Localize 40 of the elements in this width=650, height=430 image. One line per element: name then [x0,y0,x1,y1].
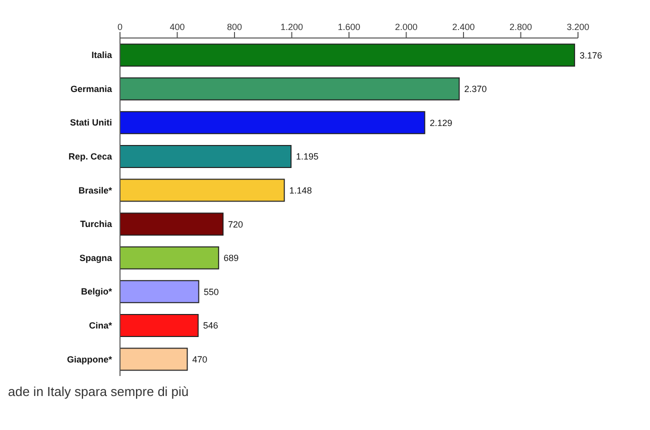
data-label: 2.370 [464,84,487,94]
data-label: 720 [228,219,244,230]
data-label: 550 [204,286,219,297]
y-tick-label: Stati Uniti [70,118,112,128]
data-label: 689 [224,253,239,264]
text: ade in Italy spara sempre di più [8,384,190,399]
y-tick-label: Giappone* [66,354,112,364]
y-tick-label: Italia [91,50,113,60]
x-tick-label: 0 [117,22,123,32]
bar [120,144,292,168]
bar [120,178,285,202]
y-tick-label: Belgio* [80,286,112,297]
y-tick-label: Turchia [80,219,113,230]
x-tick-label: 400 [170,22,185,32]
x-tick-label: 2.000 [394,22,418,32]
bar [120,212,224,236]
x-tick-label: 3.200 [566,22,590,32]
data-label: 470 [192,354,208,364]
bar [120,280,200,304]
bar [120,111,426,134]
x-tick-label: 800 [226,22,242,32]
bar [120,44,576,67]
y-tick-label: Brasile* [78,185,112,196]
x-tick-label: 2.800 [509,22,532,32]
x-tick-label: 1.600 [338,22,360,32]
x-tick-label: 2.400 [452,22,475,32]
bar [120,348,188,371]
y-tick-label: Spagna [79,252,113,263]
y-tick-label: Germania [70,84,113,94]
data-label: 2.129 [430,118,452,128]
bar [120,77,460,100]
data-label: 3.176 [580,50,602,60]
data-label: 1.195 [296,152,319,162]
bar [120,314,199,337]
data-label: 1.148 [289,185,312,196]
x-tick-label: 1.200 [280,22,304,32]
y-tick-label: Cina* [88,320,112,330]
bar [120,246,220,270]
data-label: 546 [203,320,218,331]
y-tick-label: Rep. Ceca [68,151,113,162]
